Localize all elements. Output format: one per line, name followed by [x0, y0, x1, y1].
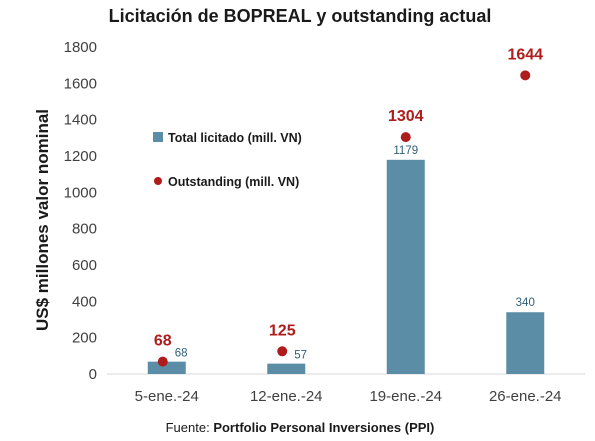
- x-tick-label: 19-ene.-24: [369, 388, 442, 405]
- x-tick-label: 26-ene.-24: [489, 388, 562, 405]
- chart-title: Licitación de BOPREAL y outstanding actu…: [109, 6, 492, 26]
- source-note: Fuente: Portfolio Personal Inversiones (…: [166, 420, 435, 435]
- point-value-label: 1304: [388, 108, 424, 125]
- y-tick-label: 1000: [64, 184, 97, 201]
- outstanding-point: [520, 70, 531, 81]
- legend: Total licitado (mill. VN) Outstanding (m…: [153, 131, 302, 189]
- outstanding-point: [157, 356, 168, 367]
- point-value-label: 1644: [507, 46, 543, 63]
- x-tick-label: 5-ene.-24: [135, 388, 199, 405]
- legend-label-outstanding: Outstanding (mill. VN): [168, 175, 299, 189]
- legend-swatch-total: [153, 132, 163, 142]
- outstanding-point: [400, 132, 411, 143]
- bar: [147, 361, 186, 374]
- point-value-label: 68: [154, 333, 172, 350]
- bar: [386, 159, 425, 374]
- point-value-label: 125: [269, 322, 296, 339]
- bar-value-label: 68: [175, 348, 188, 360]
- bar: [267, 363, 306, 374]
- y-tick-label: 0: [89, 366, 97, 383]
- legend-swatch-outstanding: [154, 177, 162, 185]
- y-tick-label: 1200: [64, 148, 97, 165]
- legend-label-total: Total licitado (mill. VN): [168, 131, 302, 145]
- y-tick-label: 1800: [64, 39, 97, 56]
- y-tick-label: 1600: [64, 75, 97, 92]
- source-prefix: Fuente:: [166, 420, 214, 435]
- bar-value-label: 340: [516, 297, 535, 309]
- bar: [506, 312, 545, 374]
- source-name: Portfolio Personal Inversiones (PPI): [213, 420, 434, 435]
- y-tick-label: 200: [72, 330, 97, 347]
- x-tick-label: 12-ene.-24: [250, 388, 323, 405]
- bar-value-label: 57: [294, 350, 307, 362]
- y-tick-label: 600: [72, 257, 97, 274]
- y-axis-label: US$ millones valor nominal: [33, 109, 52, 331]
- y-tick-label: 400: [72, 293, 97, 310]
- outstanding-point: [277, 346, 288, 357]
- bar-value-label: 1179: [393, 145, 418, 157]
- y-tick-label: 1400: [64, 112, 97, 129]
- y-tick-label: 800: [72, 221, 97, 238]
